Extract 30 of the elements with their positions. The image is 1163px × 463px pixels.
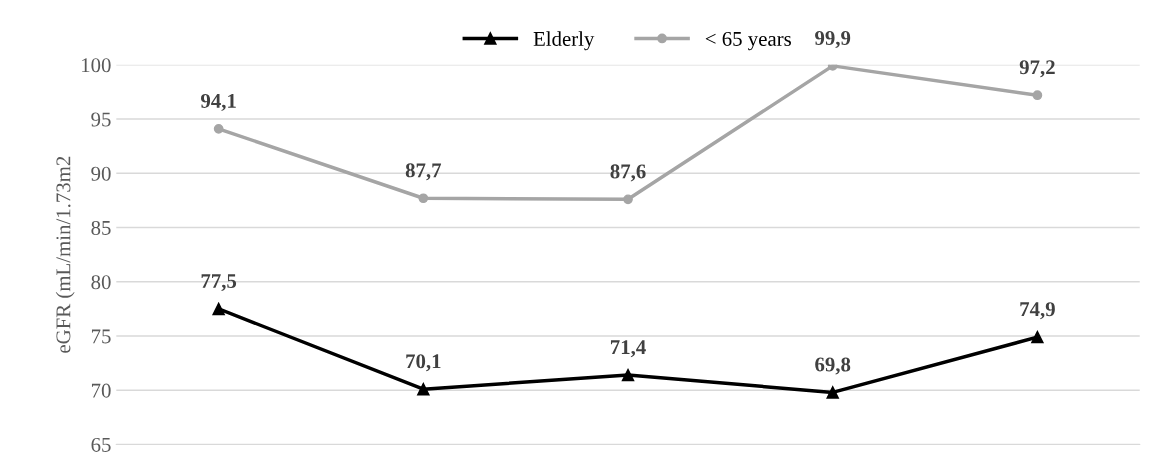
data-label: 87,7 <box>405 163 442 181</box>
y-tick-label: 65 <box>91 437 111 452</box>
point <box>212 302 225 316</box>
data-label: 97,2 <box>1019 60 1055 78</box>
y-tick-label: 90 <box>91 166 111 181</box>
point <box>417 382 430 396</box>
point <box>213 123 224 134</box>
data-label: 94,1 <box>200 93 236 111</box>
data-label: 99,9 <box>815 31 851 49</box>
y-axis-title: eGFR (mL/min/1.73m2 <box>55 156 75 353</box>
data-label: 69,8 <box>815 357 851 375</box>
point <box>418 193 429 204</box>
y-tick-label: 95 <box>91 112 111 127</box>
point <box>1031 330 1044 344</box>
data-label: 74,9 <box>1020 302 1055 320</box>
y-tick-label: 100 <box>82 58 111 73</box>
point <box>826 386 839 399</box>
y-tick-label: 85 <box>91 220 111 235</box>
legend-label: Elderly <box>533 31 595 51</box>
data-label: 87,6 <box>610 164 646 182</box>
legend-label: < 65 years <box>705 31 791 51</box>
data-label: 70,1 <box>406 354 441 372</box>
data-label: 71,4 <box>610 340 646 358</box>
point <box>623 194 633 205</box>
point <box>1032 90 1043 101</box>
y-tick-label: 75 <box>91 329 111 344</box>
y-tick-label: 80 <box>91 275 111 290</box>
data-label: 77,5 <box>201 274 237 292</box>
y-tick-label: 70 <box>91 383 111 398</box>
point <box>621 368 635 382</box>
